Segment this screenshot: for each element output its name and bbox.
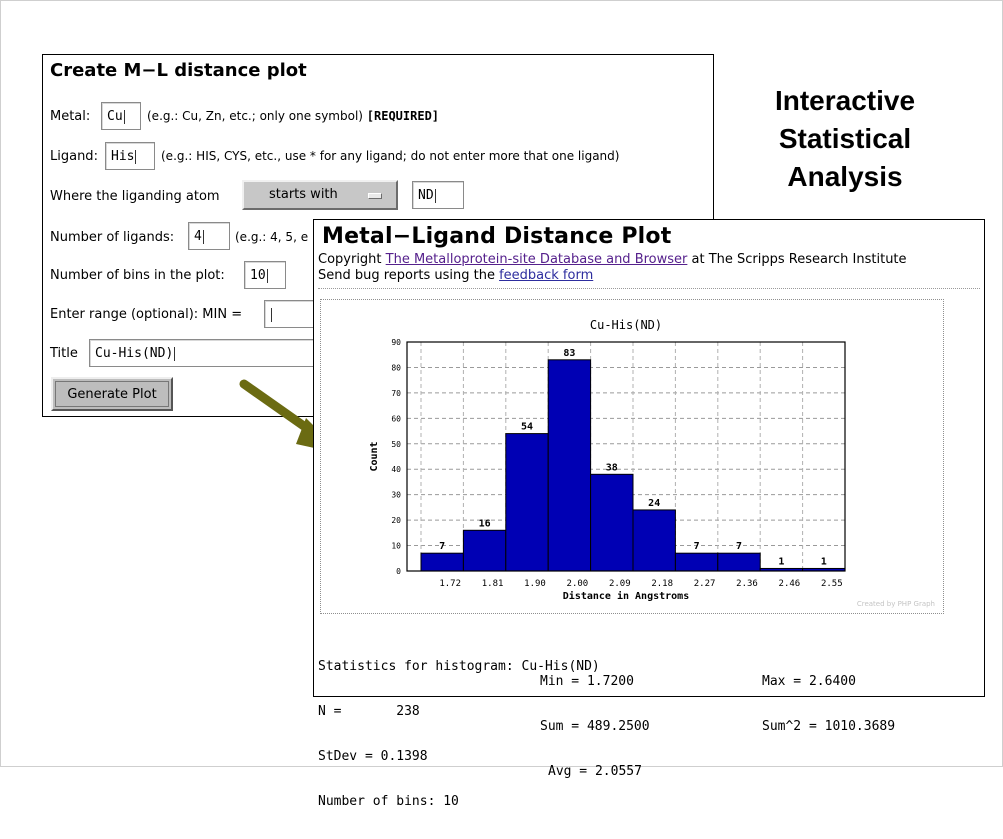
y-tick-label: 40 bbox=[391, 465, 401, 474]
liganding-atom-input[interactable]: ND bbox=[412, 181, 464, 209]
option-menu-indicator-icon bbox=[368, 193, 382, 199]
form-title: Create M−L distance plot bbox=[50, 60, 307, 81]
x-tick-label: 1.81 bbox=[482, 579, 504, 589]
x-tick-label: 1.72 bbox=[439, 579, 461, 589]
y-tick-label: 80 bbox=[391, 363, 401, 372]
stats-max: Max = 2.6400 bbox=[762, 674, 856, 689]
metalloprotein-database-link[interactable]: The Metalloprotein-site Database and Bro… bbox=[385, 252, 688, 267]
bar-value-label: 54 bbox=[521, 422, 533, 433]
metal-label: Metal: bbox=[50, 109, 91, 124]
x-tick-label: 2.36 bbox=[736, 579, 758, 589]
plot-area-border bbox=[406, 341, 846, 572]
histogram-bar bbox=[632, 509, 676, 572]
stats-right-column: Max = 2.6400 Sum^2 = 1010.3689 bbox=[762, 644, 895, 764]
title-label: Title bbox=[50, 346, 78, 361]
bar-value-label: 7 bbox=[736, 541, 742, 552]
y-tick-label: 50 bbox=[391, 440, 401, 449]
distance-plot-page: Metal−Ligand Distance Plot Copyright The… bbox=[313, 219, 985, 809]
divider bbox=[318, 288, 980, 289]
slide-title-line-1: Interactive bbox=[774, 85, 916, 116]
y-tick-label: 0 bbox=[396, 567, 401, 576]
histogram-bar bbox=[462, 529, 507, 572]
bug-report-prefix: Send bug reports using the bbox=[318, 268, 500, 283]
stats-sum: Sum = 489.2500 bbox=[540, 719, 650, 734]
metal-input-value: Cu bbox=[107, 109, 123, 124]
bar-value-label: 7 bbox=[439, 541, 445, 552]
x-tick-label: 2.46 bbox=[779, 579, 801, 589]
ligand-input[interactable]: His bbox=[105, 142, 155, 170]
x-tick-label: 2.55 bbox=[821, 579, 843, 589]
copyright-suffix: at The Scripps Research Institute bbox=[687, 252, 907, 267]
stats-heading: Statistics for histogram: Cu-His(ND) bbox=[318, 659, 600, 674]
stats-min: Min = 1.7200 bbox=[540, 674, 634, 689]
bins-label: Number of bins in the plot: bbox=[50, 268, 225, 283]
x-tick-label: 2.27 bbox=[694, 579, 716, 589]
metal-input[interactable]: Cu bbox=[101, 102, 141, 130]
chart-title: Cu-His(ND) bbox=[590, 318, 662, 332]
bar-value-label: 7 bbox=[694, 541, 700, 552]
y-tick-label: 20 bbox=[391, 516, 401, 525]
stats-sum-squared: Sum^2 = 1010.3689 bbox=[762, 719, 896, 734]
y-tick-label: 90 bbox=[391, 338, 401, 347]
generate-plot-button[interactable]: Generate Plot bbox=[51, 377, 173, 411]
ligand-input-value: His bbox=[111, 149, 135, 164]
liganding-mode-select[interactable]: starts with bbox=[242, 180, 398, 210]
liganding-atom-label: Where the liganding atom bbox=[50, 189, 220, 204]
stats-stdev: StDev = 0.1398 bbox=[318, 749, 428, 764]
slide-title-line-2: Statistical bbox=[778, 123, 912, 154]
bar-value-label: 24 bbox=[648, 498, 660, 509]
stats-n: N = 238 bbox=[318, 704, 420, 719]
stats-middle-column: Min = 1.7200 Sum = 489.2500 Avg = 2.0557 bbox=[540, 644, 650, 809]
title-input[interactable]: Cu-His(ND) bbox=[89, 339, 329, 367]
stats-avg: Avg = 2.0557 bbox=[548, 764, 642, 779]
bar-value-label: 38 bbox=[606, 462, 618, 473]
slide-title: Interactive Statistical Analysis bbox=[740, 82, 950, 196]
bar-value-label: 83 bbox=[563, 348, 575, 359]
num-ligands-hint: (e.g.: 4, 5, e bbox=[235, 230, 309, 244]
x-tick-label: 2.00 bbox=[567, 579, 589, 589]
num-ligands-label: Number of ligands: bbox=[50, 230, 175, 245]
slide-title-line-3: Analysis bbox=[787, 161, 903, 192]
histogram-chart: 0 10 20 30 40 50 60 70 80 90 7 1.72 16 1.81 54 1.90 83 2.… bbox=[369, 318, 935, 608]
histogram-bar bbox=[547, 359, 592, 572]
histogram-bar bbox=[420, 552, 464, 572]
bins-input[interactable]: 10 bbox=[244, 261, 286, 289]
histogram-frame: 0 10 20 30 40 50 60 70 80 90 7 1.72 16 1.81 54 1.90 83 2.… bbox=[320, 299, 944, 614]
ligand-hint: (e.g.: HIS, CYS, etc., use * for any lig… bbox=[161, 149, 620, 163]
copyright-line: Copyright The Metalloprotein-site Databa… bbox=[318, 252, 907, 267]
liganding-atom-value: ND bbox=[418, 188, 434, 203]
bins-value: 10 bbox=[250, 268, 266, 283]
histogram-bar bbox=[590, 473, 634, 572]
metal-required-tag: [REQUIRED] bbox=[366, 109, 440, 123]
x-tick-label: 2.18 bbox=[651, 579, 673, 589]
x-tick-label: 1.90 bbox=[524, 579, 546, 589]
y-tick-label: 60 bbox=[391, 414, 401, 423]
num-ligands-input[interactable]: 4 bbox=[188, 222, 230, 250]
y-tick-label: 70 bbox=[391, 389, 401, 398]
y-axis-label: Count bbox=[369, 441, 380, 471]
copyright-prefix: Copyright bbox=[318, 252, 386, 267]
plot-page-title: Metal−Ligand Distance Plot bbox=[322, 224, 672, 249]
feedback-form-link[interactable]: feedback form bbox=[499, 268, 594, 283]
metal-hint: (e.g.: Cu, Zn, etc.; only one symbol) bbox=[147, 109, 363, 123]
bar-value-label: 16 bbox=[479, 518, 491, 529]
title-value: Cu-His(ND) bbox=[95, 346, 174, 361]
bar-value-label: 1 bbox=[821, 556, 827, 567]
ligand-label: Ligand: bbox=[50, 149, 98, 164]
y-tick-label: 10 bbox=[391, 542, 401, 551]
chart-watermark: Created by PHP Graph bbox=[857, 600, 935, 608]
histogram-bar bbox=[505, 433, 549, 572]
histogram-bar bbox=[717, 552, 761, 572]
x-tick-label: 2.09 bbox=[609, 579, 631, 589]
bug-report-line: Send bug reports using the feedback form bbox=[318, 268, 593, 283]
y-tick-label: 30 bbox=[391, 491, 401, 500]
num-ligands-value: 4 bbox=[194, 229, 202, 244]
bar-value-label: 1 bbox=[778, 556, 784, 567]
liganding-mode-value: starts with bbox=[269, 187, 338, 202]
histogram-bar bbox=[674, 552, 719, 572]
range-label: Enter range (optional): MIN = bbox=[50, 307, 243, 322]
x-axis-label: Distance in Angstroms bbox=[563, 590, 689, 602]
